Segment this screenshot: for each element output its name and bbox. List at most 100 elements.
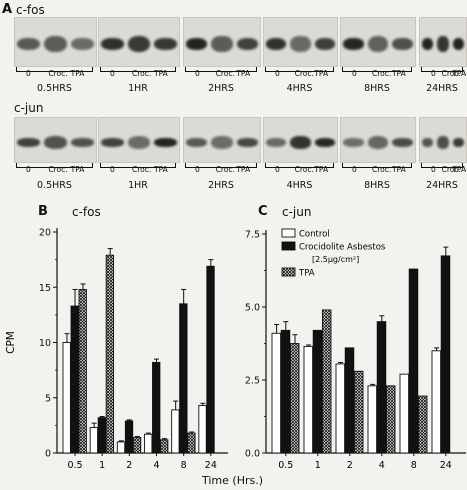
x-tick-label: 1 [99, 460, 105, 471]
bar [368, 386, 377, 453]
lane-label: TPA [236, 165, 250, 174]
lane-label: Croc. [48, 165, 67, 174]
blot-band [290, 36, 310, 52]
bar [71, 306, 78, 453]
blot-band [211, 136, 232, 149]
blot-panel [98, 17, 180, 67]
timepoint-label: 4HRS [263, 180, 336, 191]
x-tick-label: 0.5 [278, 460, 293, 471]
lane-label: TPA [314, 69, 328, 78]
blot-panel [419, 17, 467, 67]
y-tick-label: 0 [45, 449, 51, 460]
lane-label: 0 [110, 69, 115, 78]
y-tick-label: 0.0 [245, 449, 260, 460]
blot-band [453, 38, 464, 50]
x-tick-label: 24 [440, 460, 452, 471]
lane-label: TPA [236, 69, 250, 78]
timepoint-label: 1HR [98, 83, 178, 94]
lane-label: 0 [352, 69, 357, 78]
blot-band [186, 138, 207, 147]
blot-band [290, 136, 310, 149]
blot-band [368, 36, 389, 52]
x-tick-label: 2 [126, 460, 132, 471]
timepoint-label: 8HRS [340, 83, 414, 94]
lane-label: 0 [431, 69, 436, 78]
bar [172, 410, 179, 453]
bar [272, 333, 281, 453]
cfos-bar-chart: 05101520CPM0.5 1 2 4 8 24 [0, 215, 230, 485]
lane-label: 0 [195, 69, 200, 78]
lane-label: TPA [452, 69, 466, 78]
cfos-gene-label: c-fos [16, 3, 45, 17]
blot-band [71, 38, 94, 50]
lane-label: TPA [154, 165, 168, 174]
x-tick-label: 0.5 [67, 460, 82, 471]
blot-band [128, 36, 151, 52]
bar [106, 255, 113, 453]
bar [133, 438, 140, 453]
bar [441, 256, 450, 453]
bar [354, 371, 363, 453]
blot-band [44, 136, 67, 149]
x-axis-label: Time (Hrs.) [202, 474, 263, 487]
bar [290, 344, 299, 454]
lane-label: TPA [314, 165, 328, 174]
timepoint-label: 24HRS [419, 83, 465, 94]
lane-label: 0 [275, 69, 280, 78]
blot-band [237, 138, 258, 147]
lane-label: Croc. [216, 165, 235, 174]
bar [153, 362, 160, 453]
timepoint-label: 0.5HRS [14, 180, 95, 191]
x-tick-label: 24 [205, 460, 217, 471]
x-tick-label: 4 [153, 460, 159, 471]
blot-band [154, 138, 177, 147]
blot-panel [263, 17, 338, 67]
bar [207, 266, 214, 453]
x-tick-label: 8 [181, 460, 187, 471]
bar [418, 396, 427, 453]
lane-label: Croc. [132, 69, 151, 78]
bar [161, 440, 168, 453]
legend-swatch [282, 268, 295, 276]
blot-band [101, 138, 124, 147]
y-tick-label: 5 [45, 393, 51, 404]
blot-band [368, 136, 389, 149]
x-tick-label: 4 [379, 460, 385, 471]
blot-panel [183, 117, 261, 163]
timepoint-label: 4HRS [263, 83, 336, 94]
lane-label: 0 [195, 165, 200, 174]
lane-label: TPA [71, 69, 85, 78]
lane-label: TPA [392, 69, 406, 78]
lane-label: Croc. [48, 69, 67, 78]
y-tick-label: 15 [39, 283, 51, 294]
bar [180, 304, 187, 453]
lane-label: 0 [431, 165, 436, 174]
y-tick-label: 5.0 [245, 303, 260, 314]
lane-label: 0 [110, 165, 115, 174]
blot-band [266, 138, 286, 147]
blot-panel [14, 117, 97, 163]
blot-band [44, 36, 67, 52]
y-tick-label: 20 [39, 228, 51, 239]
bar [400, 374, 409, 453]
timepoint-label: 24HRS [419, 180, 465, 191]
lane-label: TPA [392, 165, 406, 174]
lane-label: Croc. [132, 165, 151, 174]
x-tick-label: 2 [347, 460, 353, 471]
blot-panel [14, 17, 97, 67]
bar [377, 322, 386, 453]
blot-band [453, 138, 464, 147]
timepoint-label: 8HRS [340, 180, 414, 191]
legend-label: Control [299, 230, 330, 240]
lane-label: Croc. [216, 69, 235, 78]
blot-band [17, 138, 40, 147]
blot-panel [340, 17, 416, 67]
bar [145, 434, 152, 453]
blot-band [237, 38, 258, 50]
lane-label: TPA [154, 69, 168, 78]
bar [432, 351, 441, 453]
legend-label: Crocidolite Asbestos [299, 243, 386, 253]
blot-band [101, 38, 124, 50]
legend-dose-label: [2.5μg/cm²] [312, 255, 359, 264]
legend-label: TPA [298, 269, 315, 279]
